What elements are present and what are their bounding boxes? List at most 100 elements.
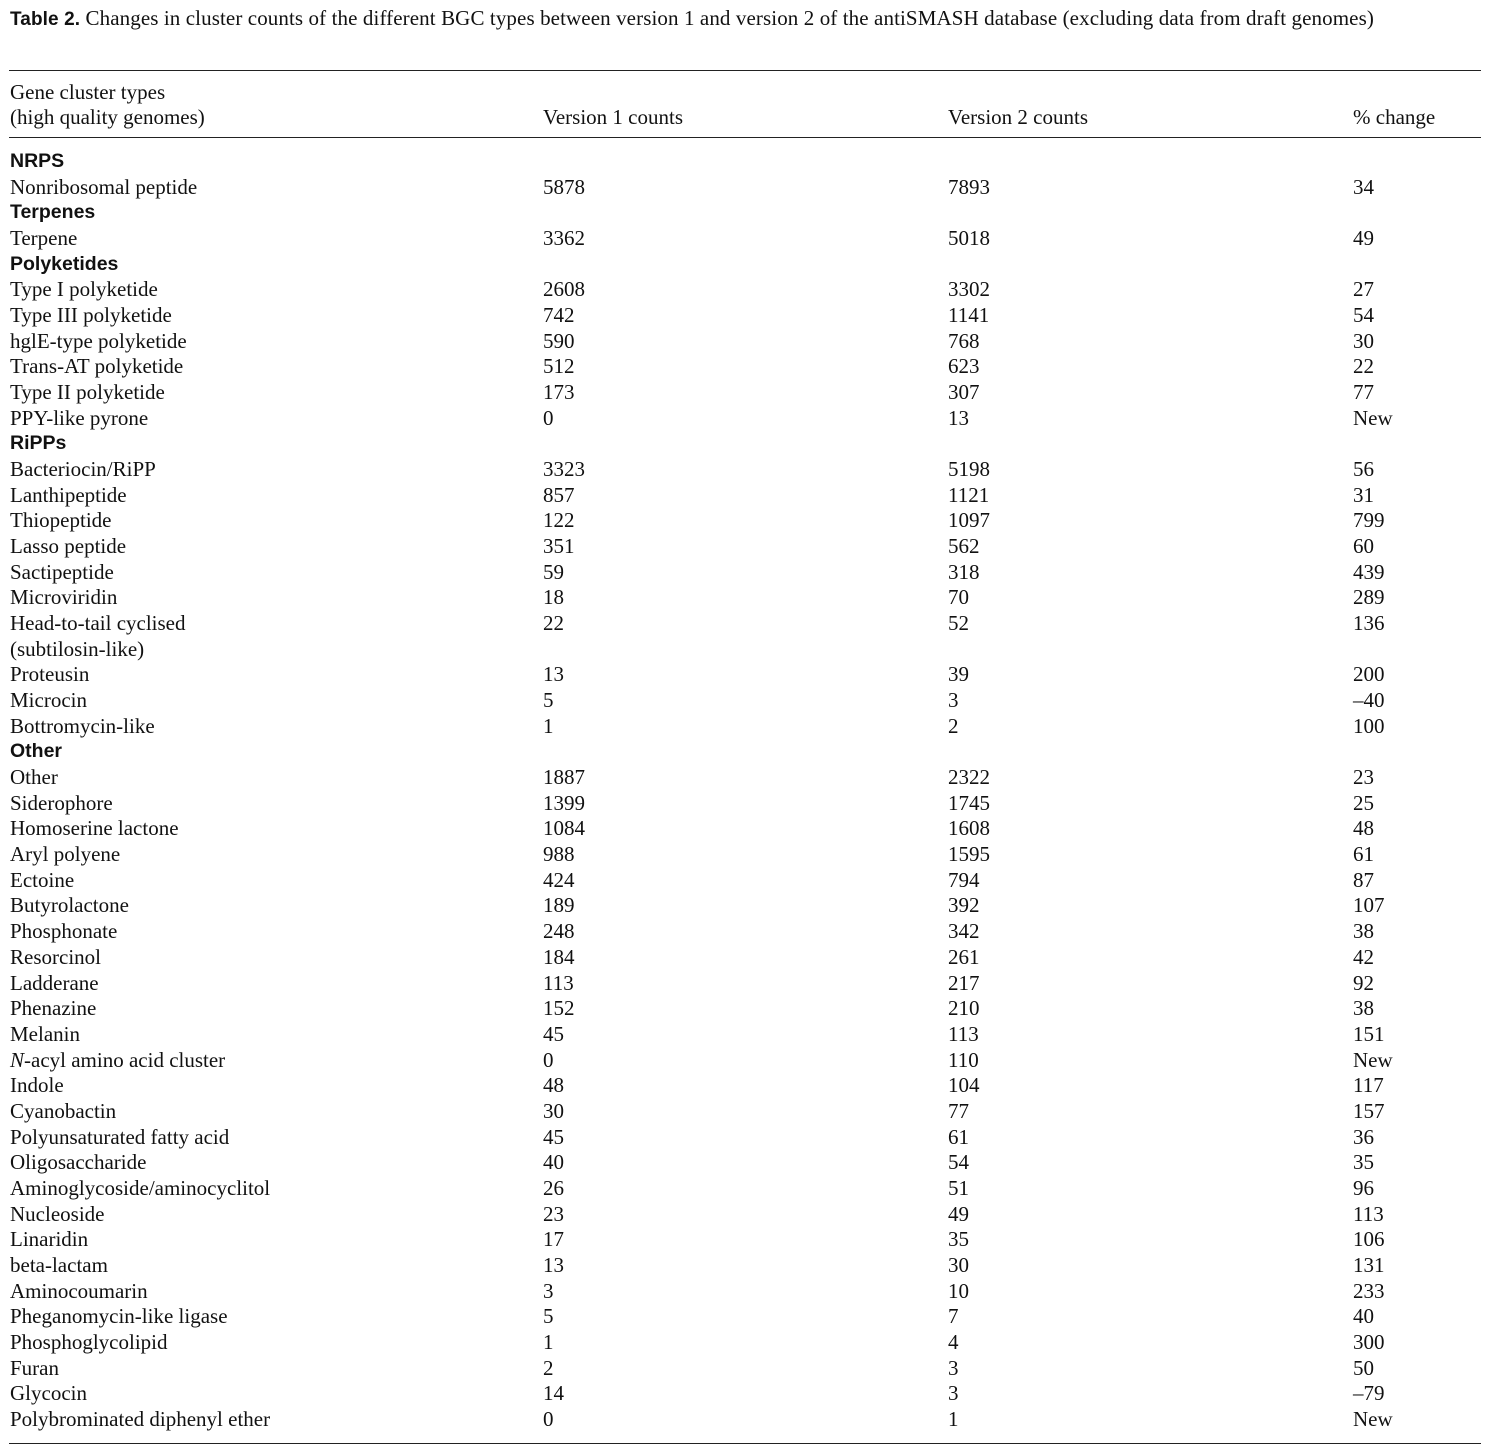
percent-change: 131 xyxy=(1353,1252,1385,1277)
table-row: Phosphoglycolipid 1 4 300 xyxy=(0,1330,1489,1356)
table-row: Aminocoumarin 3 10 233 xyxy=(0,1279,1489,1305)
table-row: Butyrolactone 189 392 107 xyxy=(0,893,1489,919)
percent-change: 35 xyxy=(1353,1150,1374,1175)
percent-change: 38 xyxy=(1353,919,1374,944)
cluster-type-name: Ectoine xyxy=(10,867,75,892)
version1-count: 1399 xyxy=(543,790,585,815)
version1-count: 152 xyxy=(543,996,575,1021)
table-row: PPY-like pyrone 0 13 New xyxy=(0,406,1489,432)
percent-change: 113 xyxy=(1353,1201,1384,1226)
version2-count: 70 xyxy=(948,585,969,610)
percent-change: 42 xyxy=(1353,944,1374,969)
table-row: Polyunsaturated fatty acid 45 61 36 xyxy=(0,1125,1489,1151)
version2-count: 35 xyxy=(948,1227,969,1252)
version1-count: 0 xyxy=(543,1047,554,1072)
version2-count: 77 xyxy=(948,1098,969,1123)
percent-change: 136 xyxy=(1353,611,1385,636)
percent-change: 56 xyxy=(1353,457,1374,482)
version2-count: 52 xyxy=(948,611,969,636)
cluster-type-name: Type II polyketide xyxy=(10,380,165,405)
percent-change: 77 xyxy=(1353,380,1374,405)
percent-change: 38 xyxy=(1353,996,1374,1021)
cluster-type-name: Terpene xyxy=(10,226,78,251)
section-heading: Terpenes xyxy=(10,201,96,224)
version2-count: 51 xyxy=(948,1175,969,1200)
table-row: Microcin 5 3 –40 xyxy=(0,688,1489,714)
version2-count: 61 xyxy=(948,1124,969,1149)
version2-count: 113 xyxy=(948,1021,979,1046)
cluster-type-name: PPY-like pyrone xyxy=(10,405,149,430)
table-row: Thiopeptide 122 1097 799 xyxy=(0,508,1489,534)
percent-change: –79 xyxy=(1353,1381,1385,1406)
percent-change: New xyxy=(1353,1406,1393,1431)
table-row: Other 1887 2322 23 xyxy=(0,765,1489,791)
percent-change: 157 xyxy=(1353,1098,1385,1123)
percent-change: 34 xyxy=(1353,174,1374,199)
table-body: NRPS Nonribosomal peptide 5878 7893 34 Terpen… xyxy=(0,149,1489,1433)
percent-change: 300 xyxy=(1353,1329,1385,1354)
version2-count: 3 xyxy=(948,1381,959,1406)
cluster-type-name: Phosphoglycolipid xyxy=(10,1329,168,1354)
cluster-type-name: Ladderane xyxy=(10,970,99,995)
version2-count: 1595 xyxy=(948,842,990,867)
version2-count: 217 xyxy=(948,970,980,995)
cluster-type-name: Siderophore xyxy=(10,790,113,815)
version2-count: 623 xyxy=(948,354,980,379)
table-row: N-acyl amino acid cluster 0 110 New xyxy=(0,1048,1489,1074)
percent-change: 233 xyxy=(1353,1278,1385,1303)
percent-change: 96 xyxy=(1353,1175,1374,1200)
version2-count: 307 xyxy=(948,380,980,405)
version2-count: 3 xyxy=(948,1355,959,1380)
version1-count: 48 xyxy=(543,1073,564,1098)
top-rule xyxy=(9,70,1481,71)
percent-change: 87 xyxy=(1353,867,1374,892)
table-row: Microviridin 18 70 289 xyxy=(0,585,1489,611)
cluster-type-name: Proteusin xyxy=(10,662,90,687)
cluster-type-name: Furan xyxy=(10,1355,59,1380)
cluster-type-name: Homoserine lactone xyxy=(10,816,179,841)
version1-count: 26 xyxy=(543,1175,564,1200)
table-row: Glycocin 14 3 –79 xyxy=(0,1381,1489,1407)
version1-count: 5 xyxy=(543,688,554,713)
version2-count: 2 xyxy=(948,713,959,738)
version1-count: 2 xyxy=(543,1355,554,1380)
version1-count: 184 xyxy=(543,944,575,969)
table-row: Indole 48 104 117 xyxy=(0,1073,1489,1099)
cluster-type-name: Trans-AT polyketide xyxy=(10,354,184,379)
table-row: Sactipeptide 59 318 439 xyxy=(0,560,1489,586)
table-row: Aminoglycoside/aminocyclitol 26 51 96 xyxy=(0,1176,1489,1202)
section-heading: NRPS xyxy=(10,150,65,172)
version2-count: 3 xyxy=(948,688,959,713)
section-heading: Other xyxy=(10,740,63,763)
cluster-type-name: (subtilosin-like) xyxy=(10,636,145,661)
cluster-type-name: Aminocoumarin xyxy=(10,1278,148,1303)
percent-change: 27 xyxy=(1353,277,1374,302)
version2-count: 1121 xyxy=(948,482,990,507)
version2-count: 318 xyxy=(948,559,980,584)
cluster-type-name: Bottromycin-like xyxy=(10,713,155,738)
table-row: Bacteriocin/RiPP 3323 5198 56 xyxy=(0,457,1489,483)
section-row: RiPPs xyxy=(0,431,1489,457)
header-type-line2: (high quality genomes) xyxy=(10,105,205,129)
version2-count: 54 xyxy=(948,1150,969,1175)
percent-change: 151 xyxy=(1353,1021,1385,1046)
version2-count: 794 xyxy=(948,867,980,892)
cluster-type-name: Melanin xyxy=(10,1021,80,1046)
table-row: Homoserine lactone 1084 1608 48 xyxy=(0,816,1489,842)
table-row: Nonribosomal peptide 5878 7893 34 xyxy=(0,175,1489,201)
table-row: Oligosaccharide 40 54 35 xyxy=(0,1150,1489,1176)
table-row: Terpene 3362 5018 49 xyxy=(0,226,1489,252)
version1-count: 424 xyxy=(543,867,575,892)
table-row: (subtilosin-like) xyxy=(0,637,1489,663)
version2-count: 5198 xyxy=(948,457,990,482)
version1-count: 22 xyxy=(543,611,564,636)
percent-change: 31 xyxy=(1353,482,1374,507)
version2-count: 768 xyxy=(948,328,980,353)
cluster-type-name: Linaridin xyxy=(10,1227,89,1252)
version2-count: 342 xyxy=(948,919,980,944)
table-row: Head-to-tail cyclised 22 52 136 xyxy=(0,611,1489,637)
cluster-type-name: Type III polyketide xyxy=(10,303,172,328)
section-row: Other xyxy=(0,739,1489,765)
version1-count: 857 xyxy=(543,482,575,507)
